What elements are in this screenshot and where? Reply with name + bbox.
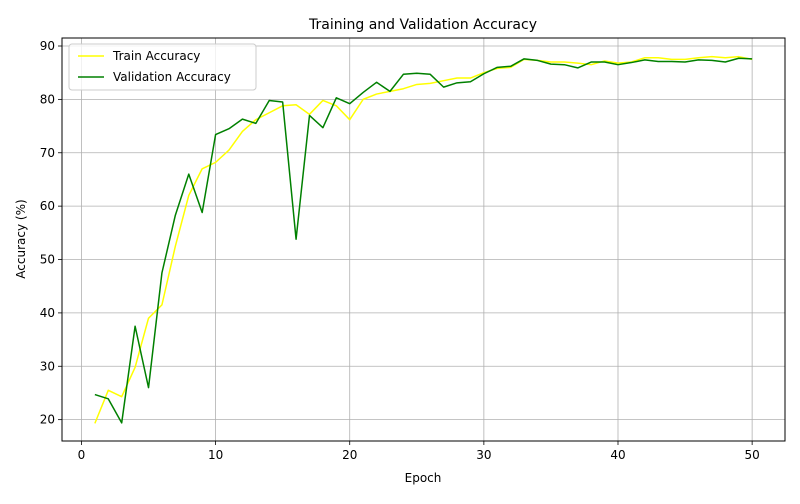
x-tick-label: 10	[208, 448, 223, 462]
legend-label-validation: Validation Accuracy	[113, 70, 231, 84]
plot-frame	[61, 37, 786, 442]
y-tick-label: 80	[40, 92, 55, 106]
validation-accuracy-line	[94, 57, 753, 424]
x-tick-label: 50	[744, 448, 759, 462]
x-tick-label: 30	[476, 448, 491, 462]
y-tick-label: 90	[40, 39, 55, 53]
chart-title: Training and Validation Accuracy	[308, 17, 537, 33]
train-accuracy-line	[94, 55, 753, 424]
grid	[62, 38, 785, 441]
x-axis-label: Epoch	[405, 471, 442, 485]
y-tick-label: 40	[40, 306, 55, 320]
legend: Train Accuracy Validation Accuracy	[68, 43, 257, 91]
series-lines	[94, 55, 753, 424]
x-axis: 0 10 20 30 40 50	[78, 441, 760, 462]
y-tick-label: 20	[40, 413, 55, 427]
y-tick-label: 70	[40, 146, 55, 160]
legend-box	[68, 43, 257, 91]
y-axis-label: Accuracy (%)	[14, 199, 28, 278]
x-tick-label: 40	[610, 448, 625, 462]
y-tick-label: 60	[40, 199, 55, 213]
y-tick-label: 30	[40, 359, 55, 373]
y-tick-label: 50	[40, 253, 55, 267]
legend-label-train: Train Accuracy	[112, 49, 200, 63]
y-axis: 20 30 40 50 60 70 80 90	[40, 39, 62, 427]
x-tick-label: 20	[342, 448, 357, 462]
x-tick-label: 0	[78, 448, 86, 462]
